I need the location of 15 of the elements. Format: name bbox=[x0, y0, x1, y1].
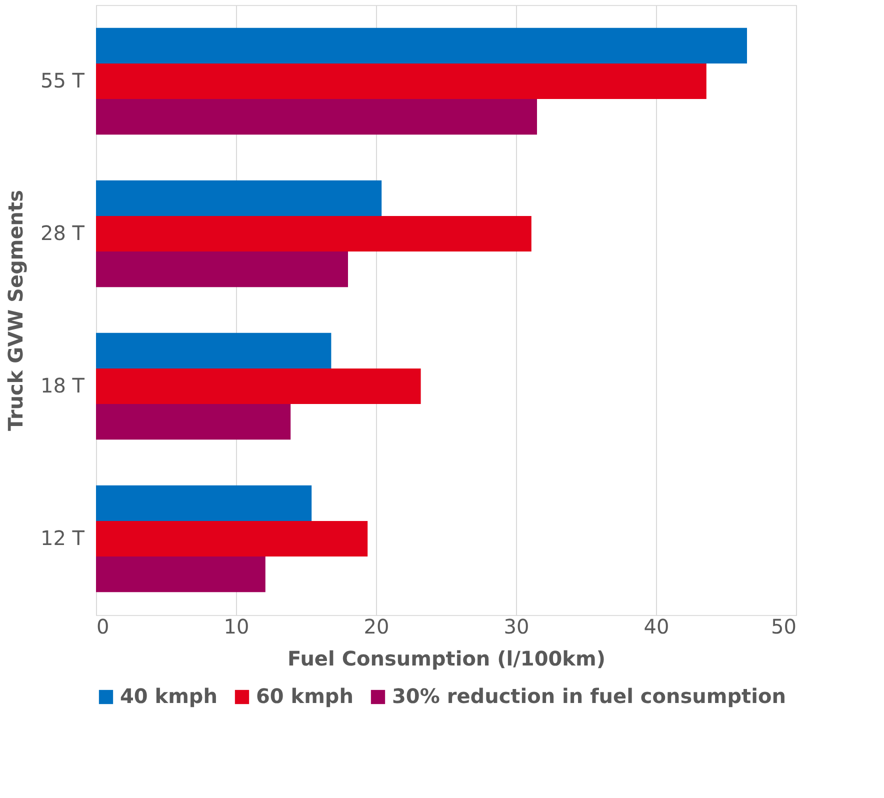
x-tick-label: 10 bbox=[224, 614, 250, 638]
y-tick-label: 55 T bbox=[40, 68, 86, 92]
y-axis-title: Truck GVW Segments bbox=[3, 190, 28, 431]
y-tick-label: 28 T bbox=[40, 220, 86, 245]
x-tick-label: 40 bbox=[644, 614, 670, 638]
x-tick-label: 30 bbox=[504, 614, 530, 638]
legend-label: 30% reduction in fuel consumption bbox=[392, 684, 786, 708]
x-tick-label: 20 bbox=[364, 614, 390, 638]
y-tick-label: 18 T bbox=[40, 373, 86, 398]
x-tick-label: 50 bbox=[771, 614, 796, 638]
legend-label: 60 kmph bbox=[256, 684, 354, 708]
x-tick-label: 0 bbox=[96, 614, 110, 638]
x-axis-title: Fuel Consumption (l/100km) bbox=[288, 646, 606, 670]
y-tick-label: 12 T bbox=[40, 526, 86, 550]
legend-label: 40 kmph bbox=[120, 684, 218, 708]
